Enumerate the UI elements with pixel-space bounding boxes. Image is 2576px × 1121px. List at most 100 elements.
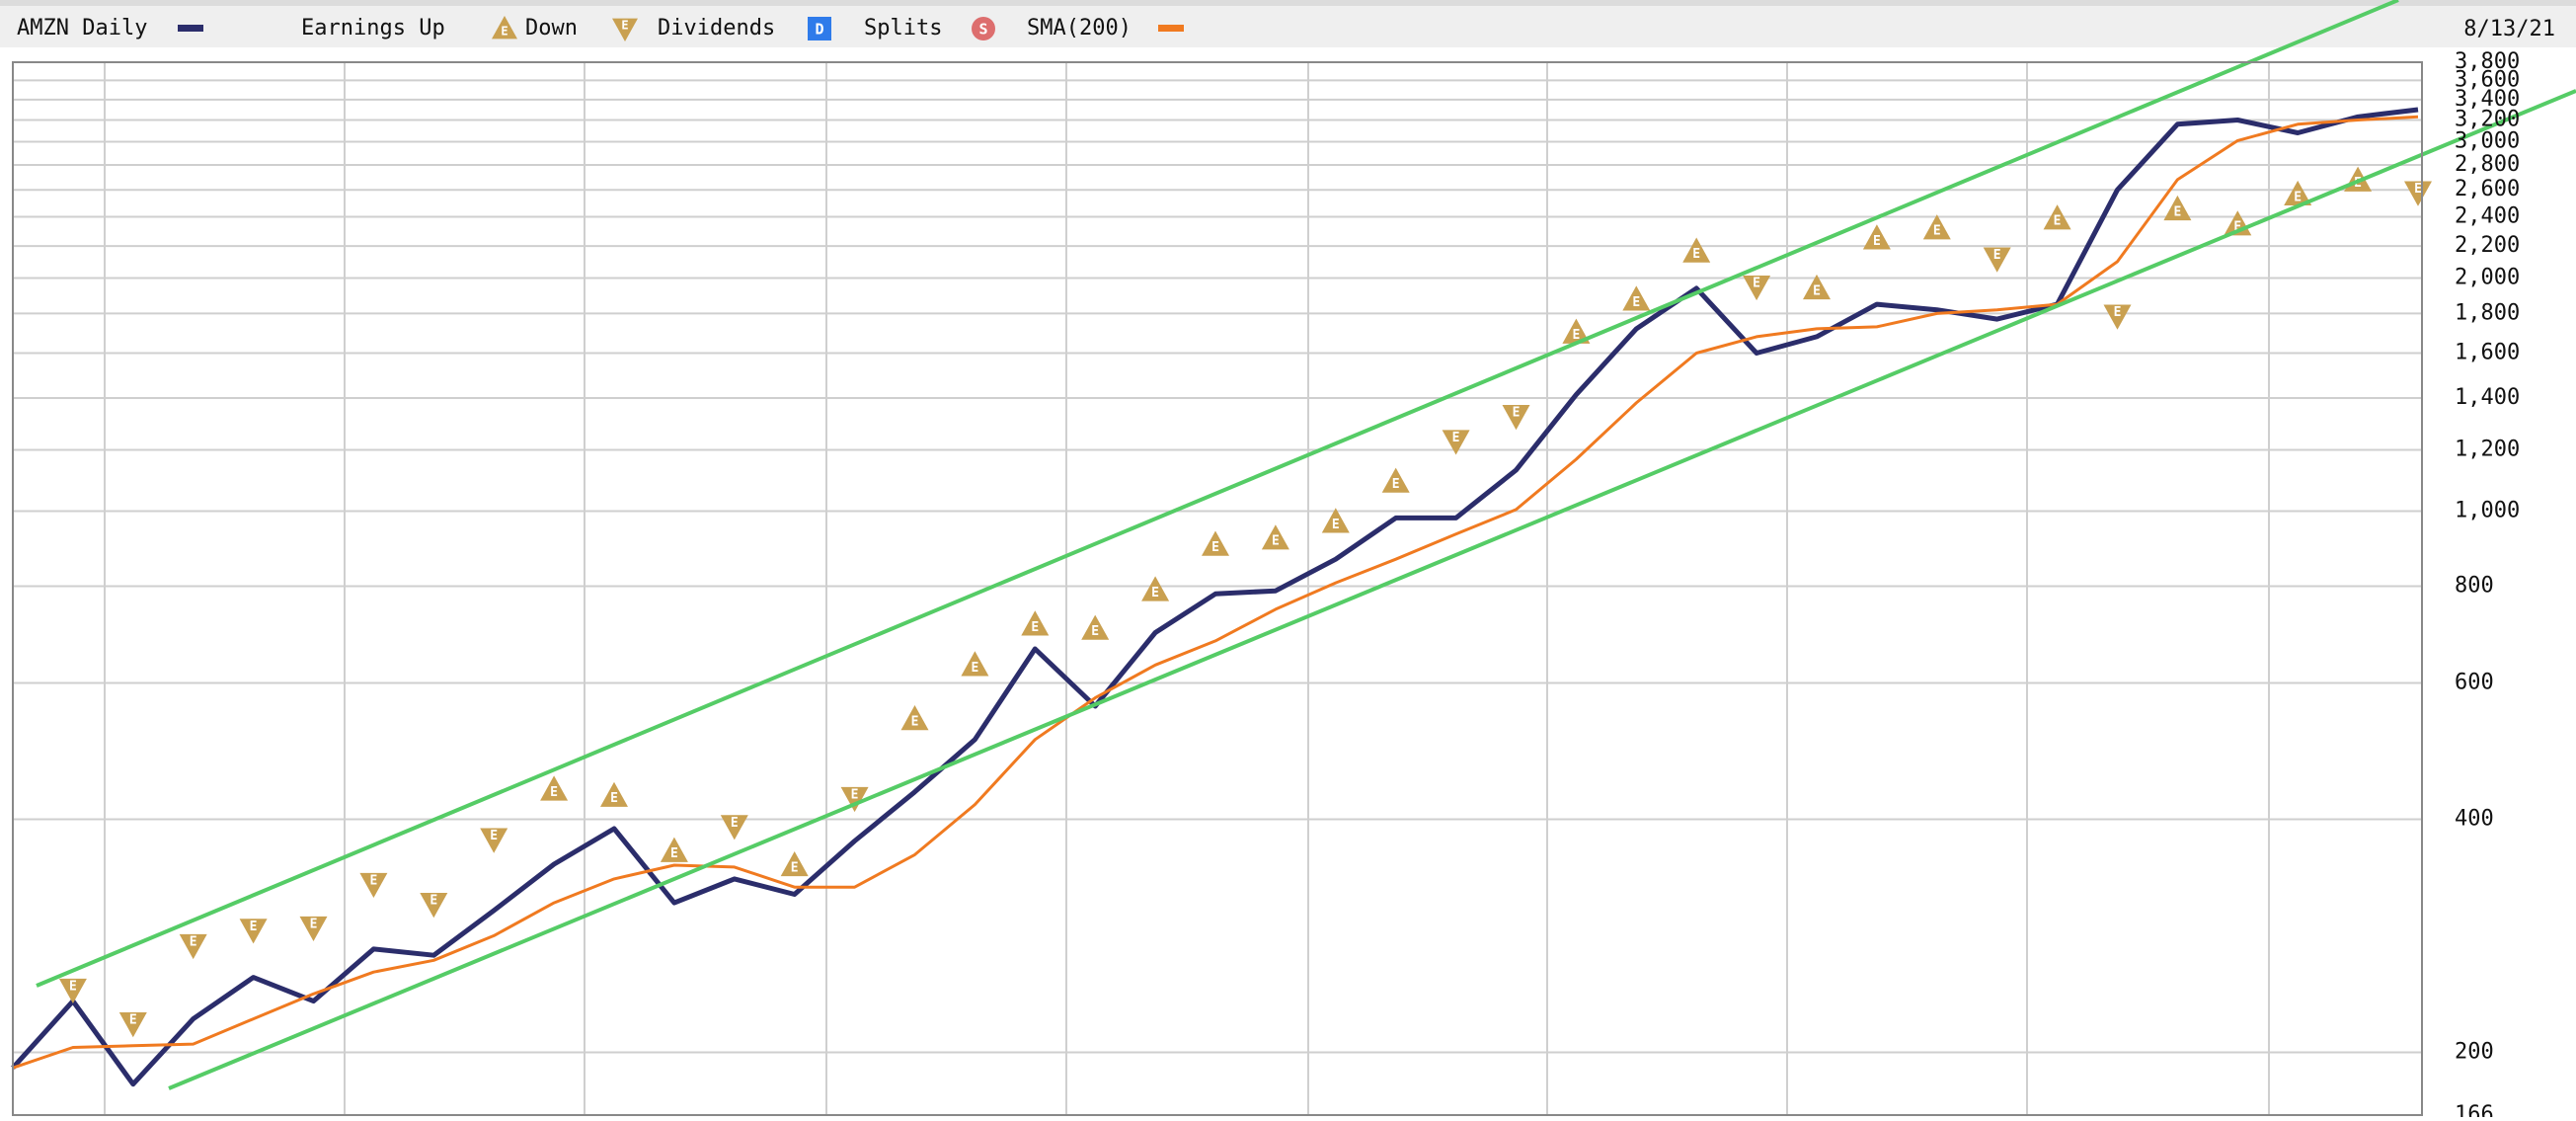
earnings-marker-label: E bbox=[129, 1013, 137, 1028]
y-tick-label: 3,400 bbox=[2455, 87, 2520, 112]
y-tick-label: 2,200 bbox=[2455, 233, 2520, 258]
earnings-marker bbox=[1803, 274, 1831, 300]
earnings-marker bbox=[1682, 237, 1711, 263]
earnings-marker-label: E bbox=[2414, 182, 2422, 197]
earnings-marker-label: E bbox=[1031, 620, 1039, 635]
legend-swatch bbox=[178, 25, 203, 32]
plot-frame bbox=[12, 61, 2423, 1116]
legend-label: Earnings Up bbox=[301, 16, 445, 40]
earnings-marker bbox=[239, 919, 268, 944]
y-tick-label: 3,200 bbox=[2455, 108, 2520, 132]
earnings-marker-label: E bbox=[429, 894, 437, 909]
y-tick-label: 2,400 bbox=[2455, 203, 2520, 228]
series-line bbox=[11, 107, 2419, 1087]
earnings-marker bbox=[58, 978, 87, 1004]
legend-swatch bbox=[972, 17, 995, 40]
earnings-marker-label: E bbox=[1513, 406, 1521, 421]
plot: EEEEEEEEEEEEEEEEEEEEEEEEEEEEEEEEEEEEEEEE bbox=[11, 107, 2432, 1087]
y-tick-label: 3,000 bbox=[2455, 128, 2520, 153]
earnings-marker-label: E bbox=[2294, 190, 2302, 204]
earnings-marker bbox=[480, 828, 508, 853]
earnings-marker-label: E bbox=[1452, 431, 1460, 445]
earnings-marker-label: E bbox=[1151, 586, 1159, 601]
legend-label: SMA(200) bbox=[1027, 16, 1132, 40]
legend-swatch bbox=[1158, 25, 1184, 32]
earnings-marker-label: E bbox=[1332, 518, 1340, 532]
earnings-marker bbox=[1321, 508, 1350, 533]
earnings-marker-label: E bbox=[250, 920, 258, 934]
legend-symbol: S bbox=[978, 21, 987, 39]
legend-label: Dividends bbox=[658, 16, 775, 40]
earnings-marker-label: E bbox=[1272, 534, 1280, 549]
earnings-marker bbox=[1442, 430, 1470, 455]
y-tick-label: 3,800 bbox=[2455, 49, 2520, 74]
earnings-marker bbox=[1922, 214, 1951, 240]
legend-symbol: E bbox=[501, 25, 507, 39]
earnings-marker bbox=[1622, 285, 1651, 311]
earnings-marker-label: E bbox=[1392, 477, 1400, 492]
earnings-marker-label: E bbox=[610, 791, 618, 806]
earnings-marker-label: E bbox=[1632, 295, 1640, 310]
series-line bbox=[12, 115, 2419, 1070]
vertical-grid bbox=[104, 62, 2270, 1115]
y-tick-label: 1,800 bbox=[2455, 300, 2520, 325]
earnings-marker bbox=[359, 872, 388, 899]
legend: AMZN Daily Earnings Up E Down E SMA(200) Divid… bbox=[17, 16, 1184, 41]
legend-label: AMZN Daily bbox=[17, 16, 147, 40]
earnings-marker-label: E bbox=[2173, 204, 2181, 219]
earnings-marker bbox=[118, 1012, 147, 1038]
y-tick-label: 2,000 bbox=[2455, 266, 2520, 290]
y-tick-label: 800 bbox=[2455, 574, 2494, 599]
legend-label: Splits bbox=[864, 16, 942, 40]
earnings-marker bbox=[720, 815, 748, 841]
header-bar bbox=[0, 0, 2576, 47]
earnings-marker-label: E bbox=[1692, 247, 1700, 262]
earnings-marker bbox=[961, 651, 989, 677]
earnings-marker bbox=[1381, 467, 1410, 493]
legend-swatch bbox=[492, 16, 517, 40]
earnings-marker bbox=[1081, 614, 1110, 640]
header-edge bbox=[0, 0, 2576, 6]
legend-swatch bbox=[808, 17, 831, 40]
earnings-marker bbox=[179, 933, 207, 960]
y-tick-label: 1,600 bbox=[2455, 341, 2520, 365]
earnings-marker bbox=[1261, 524, 1289, 550]
earnings-marker-label: E bbox=[2233, 220, 2241, 235]
earnings-marker-label: E bbox=[851, 788, 859, 803]
earnings-marker-label: E bbox=[369, 874, 377, 889]
earnings-marker-label: E bbox=[190, 935, 197, 950]
y-tick-label: 1,200 bbox=[2455, 437, 2520, 461]
y-tick-label: 2,800 bbox=[2455, 152, 2520, 177]
earnings-marker-label: E bbox=[1813, 283, 1821, 298]
date-label: 8/13/21 bbox=[2463, 17, 2555, 41]
trend-lines bbox=[36, 0, 2576, 1090]
legend-symbol: E bbox=[621, 19, 628, 33]
earnings-marker bbox=[1202, 530, 1229, 556]
earnings-marker-label: E bbox=[670, 846, 678, 861]
earnings-marker-label: E bbox=[1091, 624, 1099, 639]
earnings-marker bbox=[1983, 247, 2011, 273]
y-tick-label: 166 bbox=[2455, 1102, 2494, 1117]
y-tick-label: 2,600 bbox=[2455, 177, 2520, 201]
earnings-marker bbox=[2103, 304, 2132, 330]
legend-symbol: D bbox=[815, 21, 823, 39]
earnings-marker bbox=[1021, 610, 1050, 636]
earnings-marker bbox=[840, 786, 869, 813]
trend-line bbox=[36, 0, 2399, 988]
y-tick-label: 200 bbox=[2455, 1040, 2494, 1065]
y-tick-label: 600 bbox=[2455, 670, 2494, 694]
earnings-marker-label: E bbox=[1933, 224, 1941, 239]
earnings-marker bbox=[780, 850, 809, 877]
y-tick-label: 400 bbox=[2455, 807, 2494, 832]
earnings-marker-label: E bbox=[310, 918, 318, 932]
earnings-marker bbox=[1562, 318, 1591, 344]
earnings-marker bbox=[299, 916, 328, 942]
earnings-marker-label: E bbox=[490, 829, 498, 843]
earnings-marker bbox=[660, 837, 688, 862]
earnings-marker-label: E bbox=[1873, 234, 1881, 249]
earnings-marker bbox=[1743, 275, 1771, 301]
earnings-marker bbox=[2284, 180, 2312, 206]
earnings-marker-label: E bbox=[911, 714, 919, 729]
